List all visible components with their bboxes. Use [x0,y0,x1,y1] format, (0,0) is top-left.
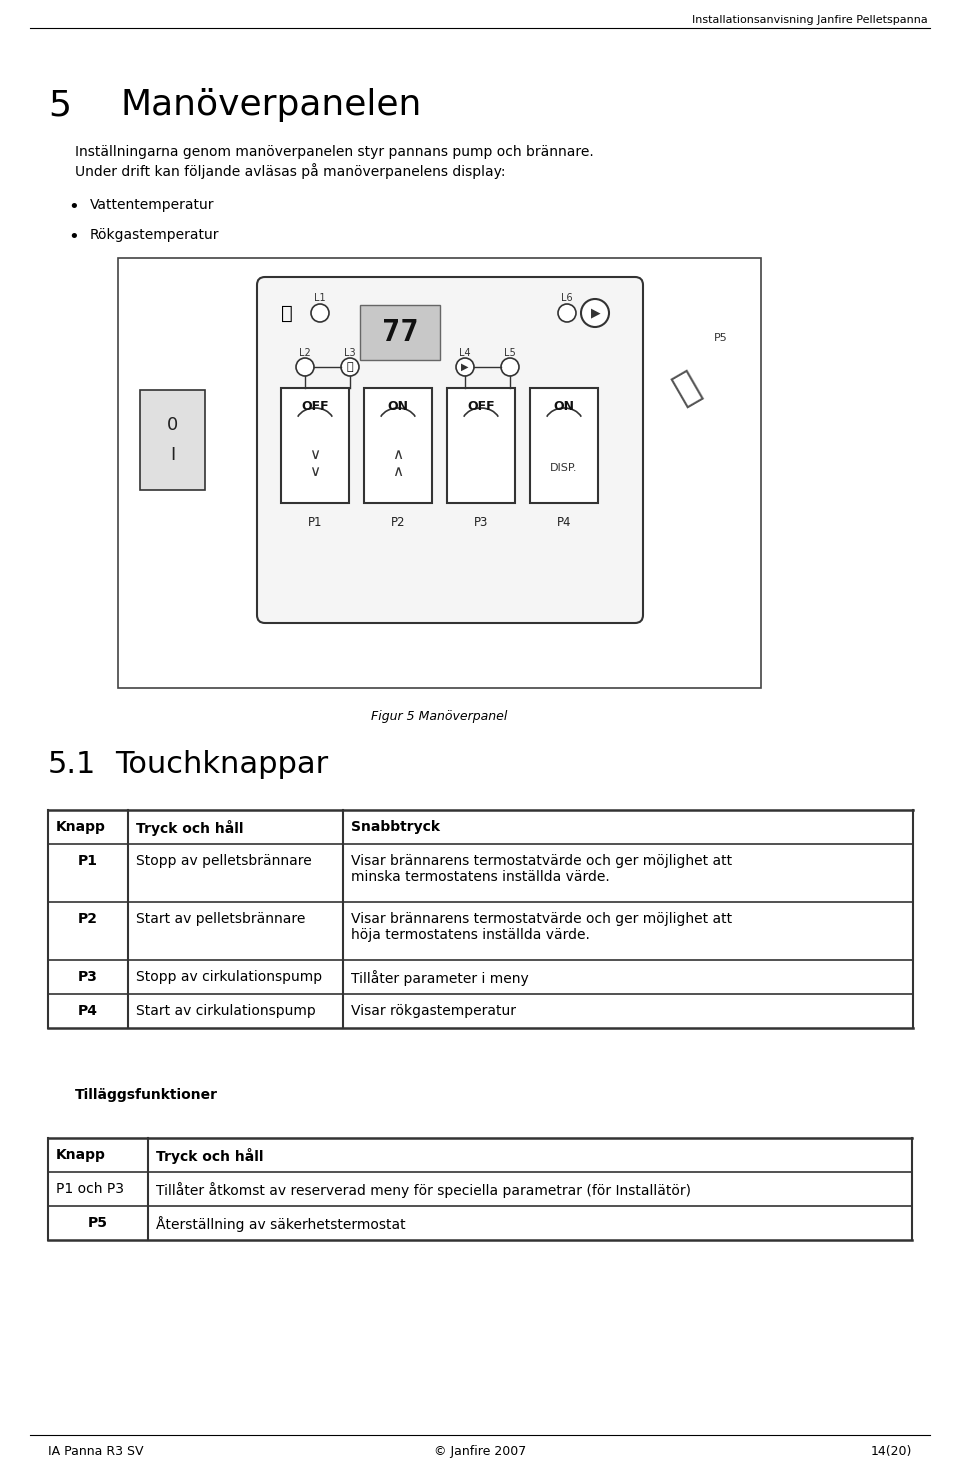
Text: Installationsanvisning Janfire Pelletspanna: Installationsanvisning Janfire Pelletspa… [692,15,928,25]
Text: L5: L5 [504,347,516,358]
Text: L6: L6 [562,293,573,303]
Circle shape [456,358,474,375]
Text: ▶: ▶ [461,362,468,372]
Circle shape [581,299,609,327]
Text: 77: 77 [382,318,419,347]
Text: P1: P1 [78,854,98,868]
Text: 🔥: 🔥 [281,303,293,322]
Text: Under drift kan följande avläsas på manöverpanelens display:: Under drift kan följande avläsas på manö… [75,163,506,180]
Text: Visar rökgastemperatur: Visar rökgastemperatur [351,1004,516,1019]
Text: ✊: ✊ [666,365,706,411]
Bar [48,1138,912,1239]
Circle shape [311,305,329,322]
Text: Visar brännarens termostatvärde och ger möjlighet att
höja termostatens inställd: Visar brännarens termostatvärde och ger … [351,913,732,942]
Text: Tilläggsfunktioner: Tilläggsfunktioner [75,1088,218,1103]
Text: Start av cirkulationspump: Start av cirkulationspump [136,1004,316,1019]
Text: OFF: OFF [301,399,329,412]
Text: ∧
∧: ∧ ∧ [393,447,403,480]
Bar [364,389,432,503]
Text: Start av pelletsbrännare: Start av pelletsbrännare [136,913,305,926]
Text: P5: P5 [88,1216,108,1231]
Text: Stopp av pelletsbrännare: Stopp av pelletsbrännare [136,854,312,868]
Text: Visar brännarens termostatvärde och ger möjlighet att
minska termostatens instäl: Visar brännarens termostatvärde och ger … [351,854,732,885]
Circle shape [501,358,519,375]
Text: Vattentemperatur: Vattentemperatur [90,199,214,212]
Text: L1: L1 [314,293,325,303]
Text: Återställning av säkerhetstermostat: Återställning av säkerhetstermostat [156,1216,406,1232]
Text: 0: 0 [167,417,179,434]
Text: ON: ON [554,399,574,412]
Text: Tillåter parameter i meny: Tillåter parameter i meny [351,970,529,986]
Bar [530,389,598,503]
Text: Snabbtryck: Snabbtryck [351,820,440,835]
Bar [281,389,349,503]
Text: P2: P2 [78,913,98,926]
FancyBboxPatch shape [257,277,643,623]
Bar [447,389,515,503]
Text: ∨
∨: ∨ ∨ [309,447,321,480]
Circle shape [296,358,314,375]
Text: P1: P1 [308,517,323,530]
Text: 5: 5 [48,88,71,122]
Text: L3: L3 [345,347,356,358]
Text: 14(20): 14(20) [871,1446,912,1457]
Text: Touchknappar: Touchknappar [115,751,328,779]
Text: Manöverpanelen: Manöverpanelen [120,88,421,122]
Text: ON: ON [388,399,409,412]
Text: P4: P4 [78,1004,98,1019]
Text: Inställningarna genom manöverpanelen styr pannans pump och brännare.: Inställningarna genom manöverpanelen sty… [75,146,593,159]
Text: IA Panna R3 SV: IA Panna R3 SV [48,1446,143,1457]
Bar [48,810,913,1027]
Text: Tillåter åtkomst av reserverad meny för speciella parametrar (för Installätör): Tillåter åtkomst av reserverad meny för … [156,1182,691,1198]
Text: P3: P3 [78,970,98,983]
Bar [360,305,440,361]
Text: Knapp: Knapp [56,820,106,835]
Text: P5: P5 [714,333,728,343]
Text: Rökgastemperatur: Rökgastemperatur [90,228,220,241]
Text: P4: P4 [557,517,571,530]
Text: L4: L4 [459,347,470,358]
Text: L2: L2 [300,347,311,358]
Text: OFF: OFF [468,399,494,412]
Circle shape [558,305,576,322]
Text: •: • [68,228,79,246]
Text: Tryck och håll: Tryck och håll [156,1148,263,1164]
Text: •: • [68,199,79,216]
Text: DISP.: DISP. [550,464,578,473]
Text: 5.1: 5.1 [48,751,96,779]
Text: Tryck och håll: Tryck och håll [136,820,244,836]
Bar [140,390,205,490]
Text: P2: P2 [391,517,405,530]
Bar [118,258,761,687]
Text: Figur 5 Manöverpanel: Figur 5 Manöverpanel [372,710,508,723]
Text: 🔥: 🔥 [347,362,353,372]
Text: P1 och P3: P1 och P3 [56,1182,124,1195]
Text: Knapp: Knapp [56,1148,106,1161]
Text: P3: P3 [474,517,489,530]
Text: ▶: ▶ [591,306,601,319]
Text: Stopp av cirkulationspump: Stopp av cirkulationspump [136,970,323,983]
Text: I: I [170,446,175,464]
Text: © Janfire 2007: © Janfire 2007 [434,1446,526,1457]
Circle shape [341,358,359,375]
